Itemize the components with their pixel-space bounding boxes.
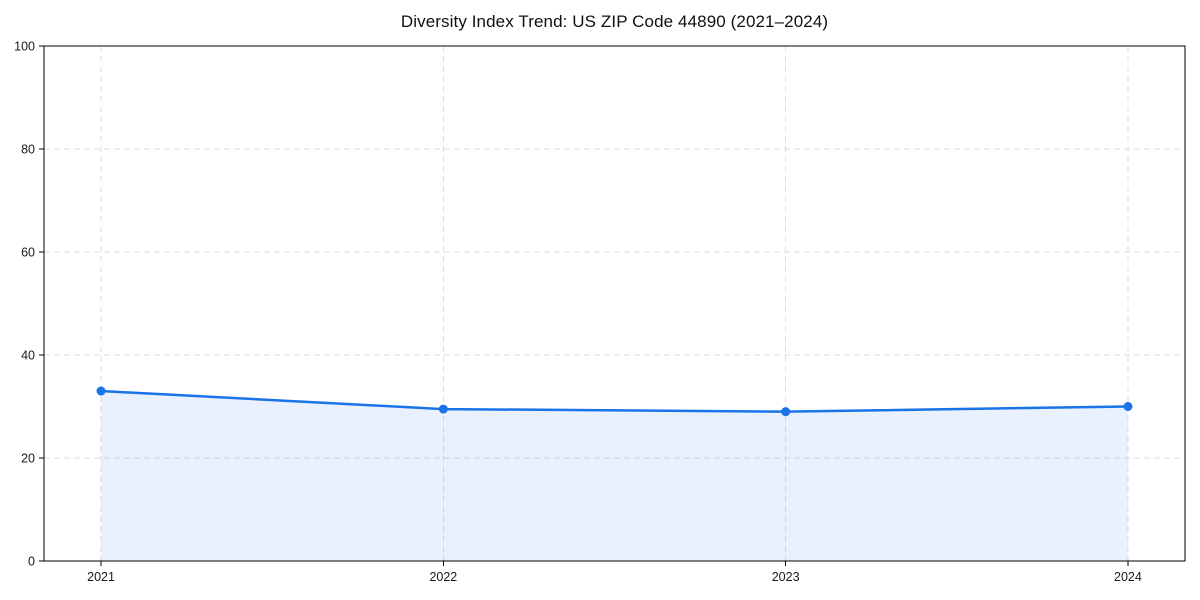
y-tick-label: 0 <box>28 554 35 568</box>
data-point <box>96 386 106 396</box>
y-tick-label: 20 <box>21 451 35 465</box>
data-point <box>781 407 791 417</box>
data-points <box>96 386 1133 417</box>
y-tick-label: 80 <box>21 142 35 156</box>
chart-title: Diversity Index Trend: US ZIP Code 44890… <box>400 12 829 31</box>
area-fill <box>101 391 1128 561</box>
y-tick-label: 60 <box>21 245 35 259</box>
x-tick-label: 2021 <box>87 570 115 584</box>
y-tick-label: 100 <box>14 39 35 53</box>
x-tick-label: 2022 <box>429 570 457 584</box>
x-axis: 2021 2022 2023 2024 <box>87 561 1142 584</box>
data-point <box>1123 402 1133 411</box>
gridlines <box>44 46 1185 561</box>
y-tick-label: 40 <box>21 348 35 362</box>
x-tick-label: 2023 <box>772 570 800 584</box>
y-axis: 0 20 40 60 80 100 <box>14 39 44 568</box>
plot-border <box>43 45 1186 562</box>
x-tick-label: 2024 <box>1114 570 1142 584</box>
trend-line <box>99 389 1130 413</box>
data-point <box>438 404 448 414</box>
